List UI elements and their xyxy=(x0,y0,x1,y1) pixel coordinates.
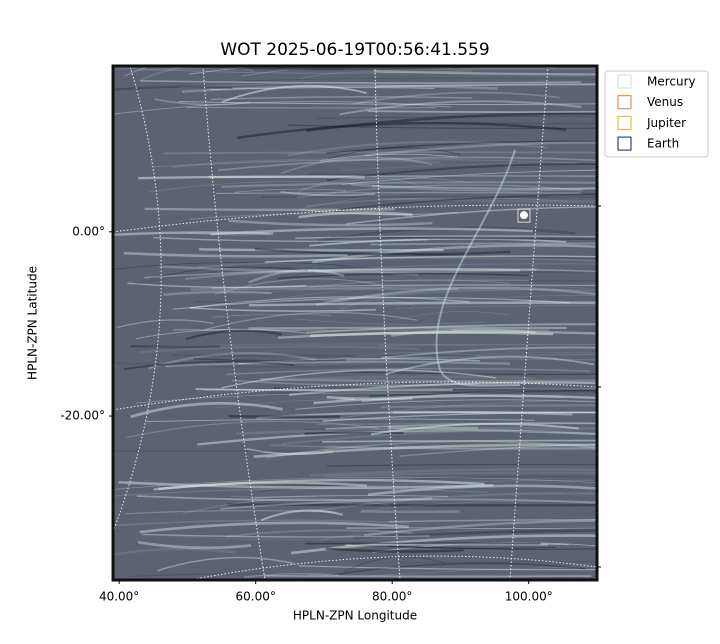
streak xyxy=(345,545,548,546)
streak xyxy=(229,416,341,417)
legend-label: Jupiter xyxy=(646,116,686,130)
legend-label: Earth xyxy=(647,137,679,151)
y-tick-label: -20.00° xyxy=(60,409,105,423)
x-tick-label: 100.00° xyxy=(505,590,553,604)
streak xyxy=(172,355,477,356)
legend-label: Venus xyxy=(647,95,683,109)
x-tick-label: 80.00° xyxy=(372,590,412,604)
streak xyxy=(370,244,676,245)
streak xyxy=(305,433,404,434)
streak xyxy=(248,328,566,329)
y-axis-label: HPLN-ZPN Latitude xyxy=(26,266,40,380)
x-tick-label: 40.00° xyxy=(99,590,139,604)
streak xyxy=(138,177,364,178)
x-axis-label: HPLN-ZPN Longitude xyxy=(293,609,417,623)
streak xyxy=(166,62,508,64)
chart-title: WOT 2025-06-19T00:56:41.559 xyxy=(220,40,489,60)
x-tick-label: 60.00° xyxy=(235,590,275,604)
planet-glow xyxy=(520,211,528,219)
legend-label: Mercury xyxy=(647,75,696,89)
y-tick-label: 0.00° xyxy=(72,224,105,238)
streak xyxy=(394,447,720,448)
streak xyxy=(191,288,458,289)
streak xyxy=(264,576,591,577)
